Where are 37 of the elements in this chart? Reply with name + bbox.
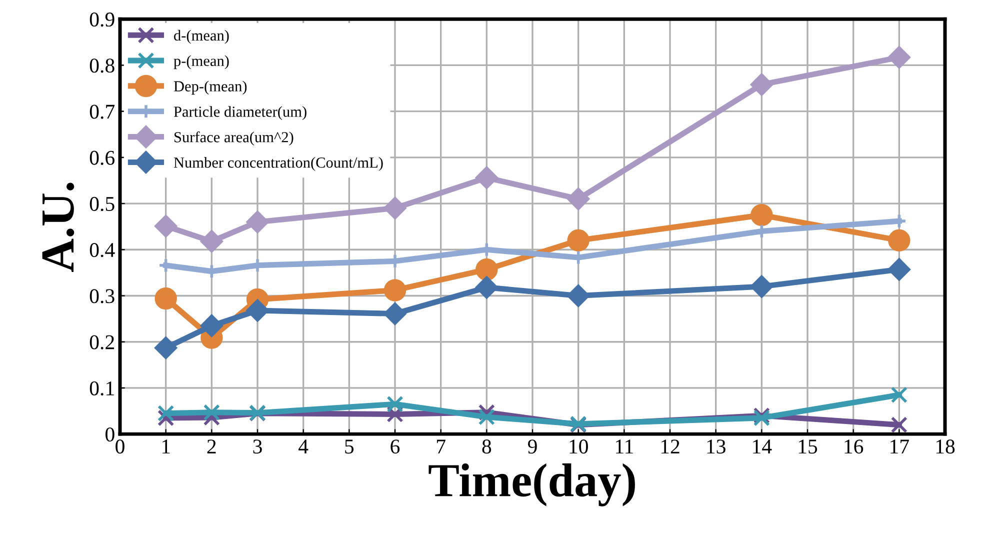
x-tick-label: 4 <box>298 440 308 454</box>
y-axis-title: A.U. <box>42 182 74 272</box>
legend-label: Number concentration(Count/mL) <box>174 156 383 171</box>
x-tick-label: 17 <box>890 440 909 454</box>
x-tick-label: 10 <box>570 440 588 454</box>
legend-label: Dep-(mean) <box>174 80 247 95</box>
x-tick-label: 14 <box>753 440 772 454</box>
x-tick-label: 8 <box>482 440 492 454</box>
x-tick-label: 2 <box>207 440 216 454</box>
x-tick-label: 5 <box>345 440 354 454</box>
x-tick-label: 12 <box>661 440 680 454</box>
x-tick-label: 7 <box>437 440 446 454</box>
legend-label: Particle diameter(um) <box>174 106 306 120</box>
legend-label: Surface area(um^2) <box>174 131 294 146</box>
y-tick-label: 0.3 <box>90 289 114 304</box>
y-tick-label: 0.1 <box>90 381 114 396</box>
x-axis-title: Time(day) <box>428 463 635 506</box>
y-tick-label: 0.9 <box>90 12 114 27</box>
y-tick-label: 0.2 <box>90 335 114 350</box>
y-tick-label: 0.4 <box>90 243 115 258</box>
y-tick-label: 0 <box>106 427 114 442</box>
y-tick-label: 0.8 <box>90 58 114 73</box>
y-tick-label: 0.5 <box>90 196 114 212</box>
legend-label: p-(mean) <box>174 55 229 70</box>
y-tick-label: 0.7 <box>90 104 115 119</box>
legend-label: d-(mean) <box>174 30 229 44</box>
x-tick-label: 11 <box>616 440 633 454</box>
x-tick-label: 16 <box>844 440 864 454</box>
y-tick-label: 0.6 <box>90 150 115 165</box>
x-tick-label: 18 <box>936 440 955 454</box>
x-tick-label: 3 <box>253 440 262 454</box>
x-tick-label: 6 <box>390 440 400 454</box>
x-tick-label: 0 <box>116 440 124 454</box>
x-tick-label: 9 <box>528 440 537 454</box>
x-tick-label: 13 <box>707 440 726 454</box>
x-tick-label: 15 <box>798 440 818 454</box>
x-tick-label: 1 <box>162 440 170 454</box>
